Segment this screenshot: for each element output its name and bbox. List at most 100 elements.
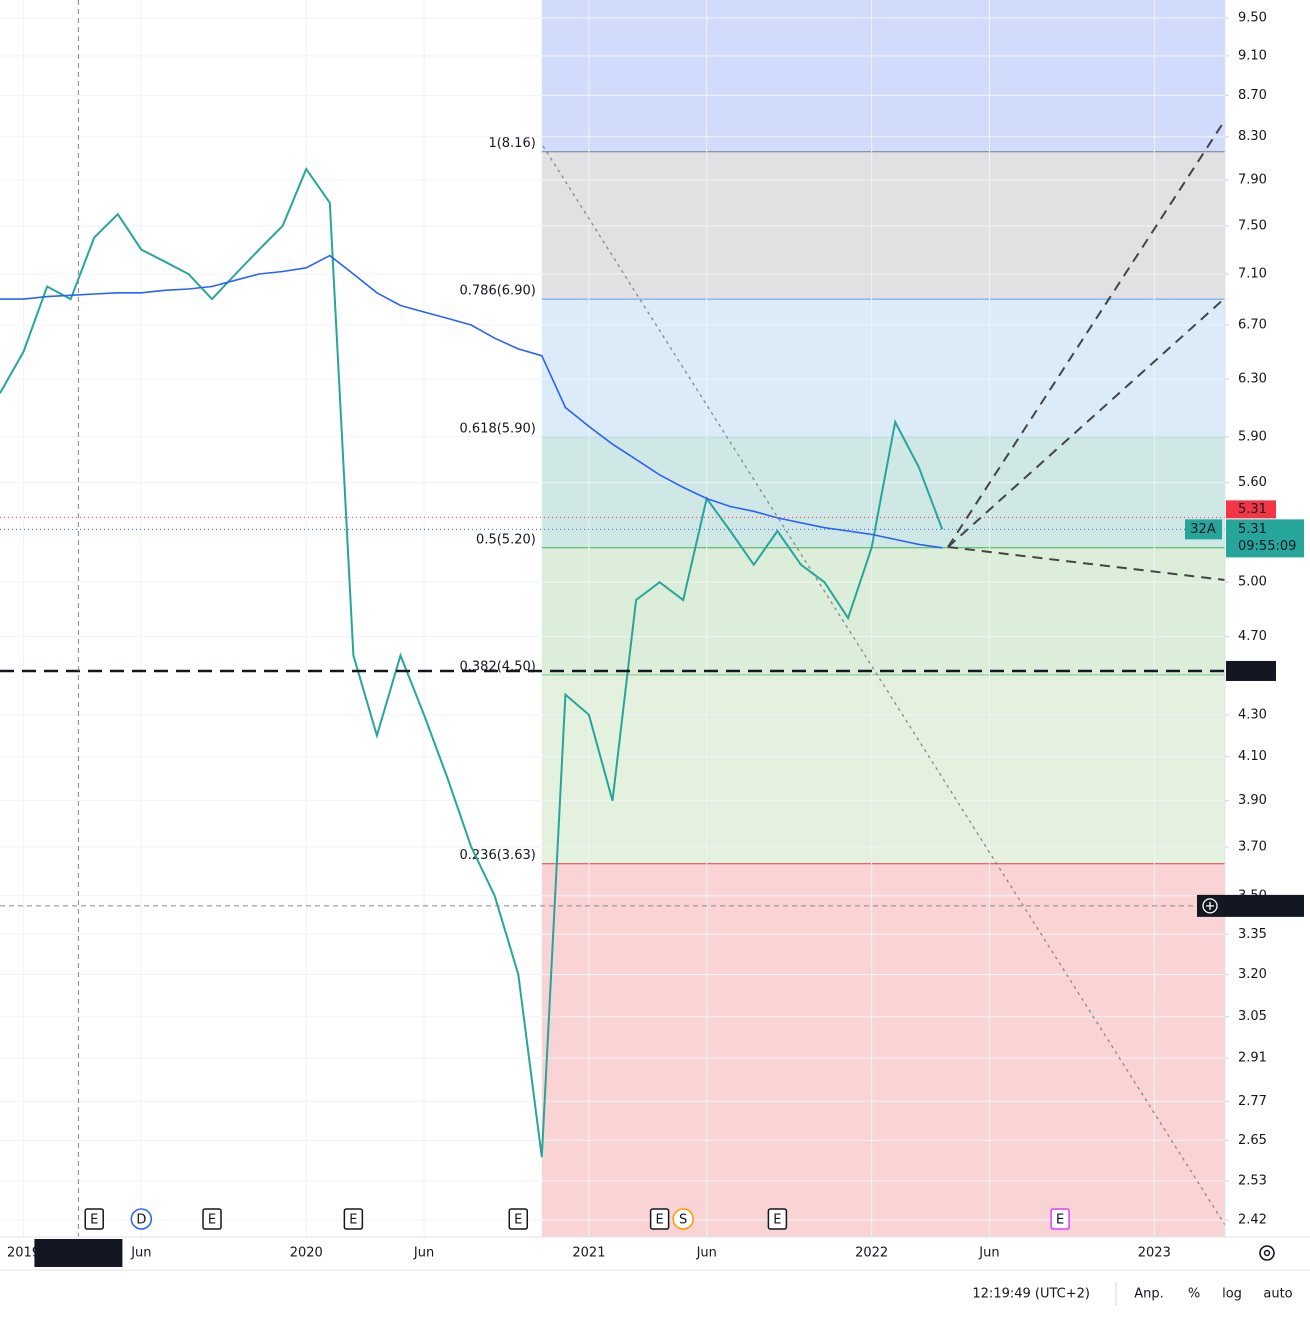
fib-zone (541, 547, 1225, 675)
price-line (0, 167, 944, 1158)
crosshair-price-label: 3.46 (1238, 898, 1270, 913)
y-tick-label: 3.35 (1238, 927, 1267, 942)
fib-zone (541, 436, 1225, 548)
y-tick-label: 6.70 (1238, 317, 1267, 332)
crosshair-date-label: 11 Mrz '19 (44, 1246, 112, 1261)
y-tick-label: 4.70 (1238, 629, 1267, 644)
event-label[interactable]: S (679, 1213, 687, 1228)
projection-line (947, 546, 1225, 581)
add-alert-plus[interactable] (1206, 901, 1214, 910)
fib-zone (541, 863, 1225, 1237)
status-button[interactable]: Anp. (1134, 1287, 1164, 1302)
price-label-box (1226, 660, 1276, 681)
settings-icon[interactable] (1259, 1245, 1275, 1261)
y-tick-label: 3.20 (1238, 967, 1267, 982)
x-tick-label: Jun (413, 1246, 434, 1261)
fib-level-label: 0.786(6.90) (460, 284, 536, 299)
x-tick-label: 2023 (1138, 1246, 1171, 1261)
x-tick-label: 2021 (572, 1246, 605, 1261)
plot-area (0, 0, 1225, 1237)
gear-hub[interactable] (1263, 1249, 1271, 1257)
y-tick-label: 2.53 (1238, 1174, 1267, 1189)
y-tick-label: 9.50 (1238, 11, 1267, 26)
projection-line (947, 297, 1225, 548)
y-tick-label: 7.90 (1238, 173, 1267, 188)
fib-zone (541, 0, 1225, 152)
y-tick-label: 3.90 (1238, 793, 1267, 808)
x-tick-label: 2019 (7, 1246, 40, 1261)
event-marker[interactable] (649, 1208, 670, 1230)
y-tick-label: 3.70 (1238, 839, 1267, 854)
event-marker[interactable] (1050, 1208, 1070, 1230)
overlay: 4.52 5.31 32A 5.31 09:55:09 11 Mrz '19 3.46 E D E… (34, 500, 1304, 1267)
fib-level-label: 0.618(5.90) (460, 421, 536, 436)
event-label[interactable]: E (514, 1213, 522, 1228)
x-tick-label: Jun (696, 1246, 717, 1261)
y-tick-label: 2.65 (1238, 1133, 1267, 1148)
price-line (0, 254, 943, 549)
last-price-box (1226, 519, 1304, 558)
event-label[interactable]: E (656, 1213, 664, 1228)
event-label[interactable]: E (208, 1213, 216, 1228)
y-tick-label: 9.10 (1238, 48, 1267, 63)
x-tick-label: 2022 (855, 1246, 888, 1261)
event-label[interactable]: D (136, 1213, 146, 1228)
fib-level-label: 0.5(5.20) (476, 532, 536, 547)
y-tick-label: 2.91 (1238, 1051, 1267, 1066)
crosshair-price-box (1197, 894, 1304, 917)
fib-trend-line (542, 145, 1225, 1226)
y-tick-label: 8.30 (1238, 129, 1267, 144)
x-tick-label: 2020 (290, 1246, 323, 1261)
event-marker[interactable] (202, 1208, 222, 1230)
y-tick-label: 5.60 (1238, 475, 1267, 490)
y-tick-label: 4.30 (1238, 707, 1267, 722)
event-marker[interactable] (672, 1208, 694, 1230)
event-label[interactable]: E (349, 1213, 357, 1228)
status-button[interactable]: % (1188, 1287, 1200, 1302)
fib-zone (541, 299, 1225, 437)
last-price-label: 5.31 (1238, 522, 1267, 537)
status-button[interactable]: auto (1263, 1287, 1292, 1302)
prev-price-label: 5.31 (1238, 502, 1267, 517)
y-tick-label: 2.42 (1238, 1213, 1267, 1228)
event-marker[interactable] (84, 1208, 104, 1230)
y-tick-label: 8.70 (1238, 88, 1267, 103)
y-tick-label: 2.77 (1238, 1094, 1267, 1109)
gear[interactable] (1259, 1245, 1275, 1261)
x-tick-label: Jun (130, 1246, 151, 1261)
y-tick-label: 7.10 (1238, 267, 1267, 282)
y-tick-label: 7.50 (1238, 218, 1267, 233)
y-axis: 9.50 9.10 8.70 8.30 7.90 7.50 7.10 6.70 6.30 5.90… (1225, 11, 1267, 1228)
fib-zones: 1(8.16) 0.786(6.90) 0.618(5.90) 0.5(5.20) 0.… (460, 0, 1225, 1237)
status-button[interactable]: log (1222, 1287, 1242, 1302)
event-marker[interactable] (343, 1208, 364, 1230)
x-tick-label: Jun (978, 1246, 999, 1261)
prev-price-box (1226, 500, 1276, 519)
event-marker[interactable] (508, 1208, 529, 1230)
event-label[interactable]: E (1056, 1213, 1064, 1228)
grid (0, 0, 1225, 1237)
fib-level-label: 0.236(3.63) (460, 848, 536, 863)
event-marker[interactable] (130, 1208, 153, 1230)
y-tick-label: 6.30 (1238, 372, 1267, 387)
countdown: 09:55:09 (1238, 539, 1296, 554)
event-label[interactable]: E (773, 1213, 781, 1228)
crosshair-date-box (34, 1239, 123, 1267)
symbol-label: 32A (1190, 522, 1216, 537)
event-label[interactable]: E (90, 1213, 98, 1228)
add-alert-button[interactable] (1202, 898, 1218, 914)
fib-zone (541, 674, 1225, 864)
event-marker[interactable] (767, 1208, 788, 1230)
symbol-box (1185, 519, 1222, 540)
status-bar: 12:19:49 (UTC+2) Anp.% log auto (972, 1282, 1293, 1306)
y-tick-label: 3.05 (1238, 1009, 1267, 1024)
price-label: 4.52 (1238, 663, 1270, 678)
y-tick-label: 5.00 (1238, 575, 1267, 590)
status-time: 12:19:49 (UTC+2) (972, 1287, 1090, 1302)
fib-level-label: 1(8.16) (488, 136, 535, 151)
y-tick-label: 5.90 (1238, 429, 1267, 444)
x-axis: 2019 Jun 2020 Jun 2021 Jun 2022 Jun 2023 (7, 1246, 1171, 1261)
y-tick-label: 4.10 (1238, 749, 1267, 764)
